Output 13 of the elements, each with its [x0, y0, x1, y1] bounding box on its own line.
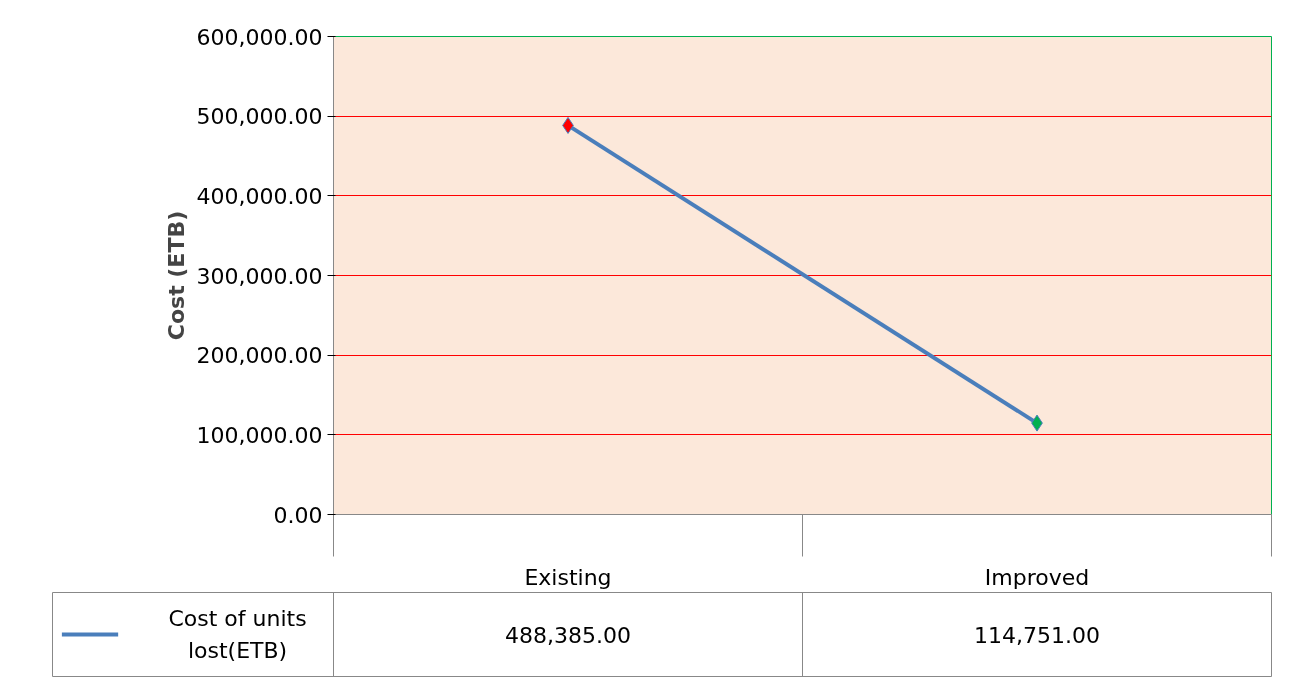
y-tick-label: 500,000.00 — [196, 104, 323, 130]
y-tick-label: 100,000.00 — [196, 422, 323, 448]
data-label: 114,751.00 — [974, 622, 1100, 648]
y-tick-label: 0.00 — [273, 502, 323, 528]
x-tick-label: Improved — [984, 564, 1090, 590]
y-tick-label: 200,000.00 — [196, 343, 323, 369]
legend-label: Cost of units lost(ETB) — [168, 605, 307, 664]
y-tick-label: 600,000.00 — [196, 24, 323, 50]
y-axis-title: Cost (ETB) — [163, 210, 189, 341]
y-tick-label: 300,000.00 — [196, 263, 323, 289]
data-label: 488,385.00 — [505, 622, 631, 648]
y-tick-label: 400,000.00 — [196, 183, 323, 209]
x-tick-label: Existing — [524, 564, 612, 590]
